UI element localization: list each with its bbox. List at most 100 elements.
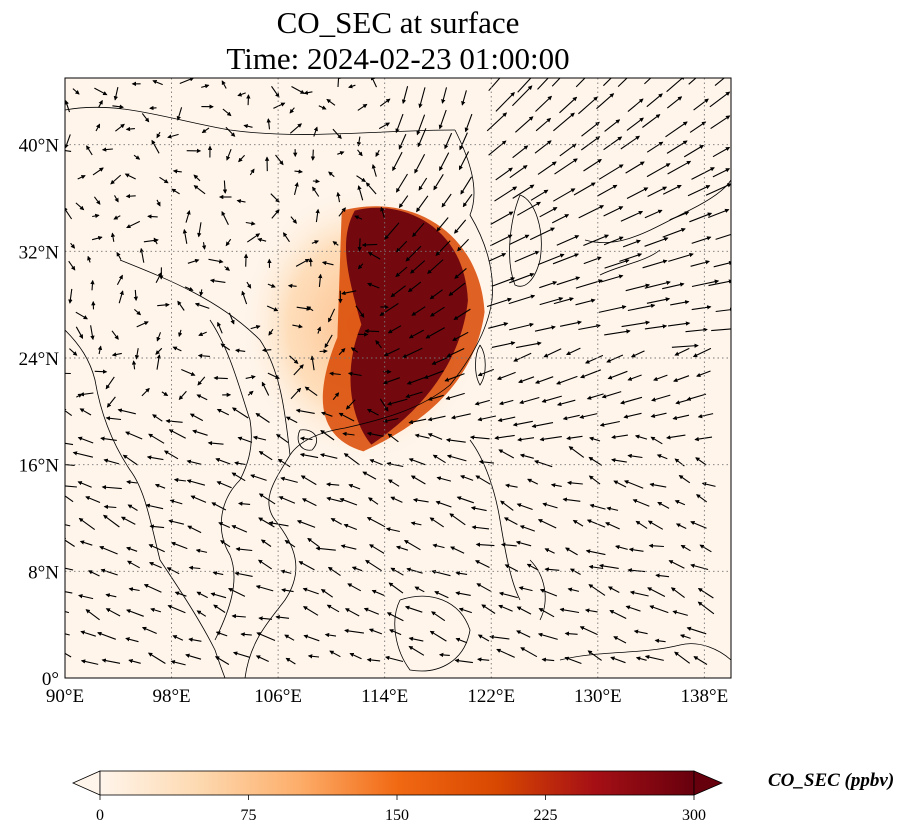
wind-arrow <box>456 238 469 252</box>
wind-arrow <box>625 161 645 174</box>
wind-arrow <box>625 605 641 612</box>
wind-arrow <box>390 496 403 503</box>
wind-arrow <box>357 238 362 252</box>
wind-arrow <box>669 211 690 221</box>
wind-arrow <box>338 348 346 356</box>
wind-arrow <box>542 502 558 509</box>
wind-arrow <box>503 517 518 525</box>
wind-arrow <box>405 245 422 262</box>
wind-arrow <box>122 454 138 466</box>
wind-arrow <box>625 283 651 292</box>
wind-arrow <box>141 387 150 397</box>
wind-arrow <box>77 175 86 180</box>
wind-arrow <box>172 635 184 641</box>
wind-arrow <box>535 117 552 132</box>
wind-arrow <box>85 609 100 621</box>
wind-arrow <box>622 239 641 248</box>
wind-arrow <box>438 652 450 658</box>
wind-arrow <box>78 517 96 531</box>
wind-arrow <box>398 133 407 150</box>
wind-arrow <box>647 587 666 597</box>
wind-arrow <box>412 497 429 503</box>
wind-arrow <box>387 398 408 406</box>
wind-arrow <box>705 183 731 196</box>
wind-arrow <box>328 308 336 323</box>
wind-arrow <box>340 544 357 550</box>
wind-arrow <box>693 656 708 665</box>
wind-arrow <box>402 347 423 358</box>
wind-arrow <box>620 396 643 405</box>
wind-arrow <box>578 323 601 331</box>
wind-arrow <box>646 297 671 304</box>
wind-arrow <box>228 312 235 325</box>
wind-arrow <box>562 414 580 421</box>
wind-arrow <box>541 657 555 662</box>
wind-arrow <box>278 496 296 504</box>
wind-arrow <box>710 115 731 130</box>
wind-arrow <box>683 144 705 158</box>
wind-arrow <box>573 182 596 196</box>
wind-arrow <box>588 456 603 466</box>
wind-arrow <box>514 250 540 263</box>
wind-arrow <box>477 415 497 422</box>
wind-arrow <box>127 560 140 569</box>
wind-arrow <box>69 348 78 356</box>
colorbar: 0 75 150 225 300 <box>72 770 724 824</box>
wind-arrow <box>498 591 518 599</box>
wind-arrow <box>539 588 558 597</box>
wind-arrow <box>186 479 206 486</box>
wind-arrow <box>156 131 161 139</box>
wind-arrow <box>383 348 400 357</box>
wind-arrow <box>498 399 514 406</box>
wind-arrow <box>267 283 276 288</box>
wind-arrow <box>285 416 298 424</box>
wind-arrow <box>633 629 648 635</box>
wind-arrow <box>583 159 602 172</box>
wind-arrow <box>500 542 517 548</box>
wind-arrow <box>127 504 138 511</box>
wind-arrow <box>607 586 620 593</box>
wind-arrow <box>136 321 149 328</box>
wind-arrow <box>65 591 73 594</box>
wind-arrow <box>350 347 359 353</box>
wind-arrow <box>445 392 465 400</box>
wind-arrow <box>607 370 628 380</box>
wind-arrow <box>369 459 383 466</box>
wind-arrow <box>553 188 576 202</box>
wind-arrow <box>534 140 552 154</box>
wind-arrow <box>367 282 380 289</box>
wind-arrow <box>386 461 404 468</box>
wind-arrow <box>412 222 425 238</box>
wind-arrow <box>539 296 564 306</box>
wind-arrow <box>170 541 188 550</box>
wind-arrow <box>94 87 108 96</box>
wind-arrow <box>418 87 426 109</box>
wind-arrow <box>277 458 291 468</box>
wind-arrow <box>238 154 246 163</box>
wind-arrow <box>101 147 113 152</box>
wind-arrow <box>357 185 364 201</box>
wind-arrow <box>65 99 71 113</box>
wind-arrow <box>395 266 408 278</box>
wind-arrow <box>515 116 534 133</box>
wind-arrow <box>126 220 141 229</box>
wind-arrow <box>174 591 187 597</box>
wind-arrow <box>283 232 290 243</box>
wind-arrow <box>492 277 516 287</box>
wind-arrow <box>366 657 381 663</box>
map-frame <box>64 77 732 679</box>
wind-arrow <box>152 414 163 422</box>
wind-arrow <box>491 341 516 348</box>
wind-arrow <box>562 497 581 502</box>
wind-arrow <box>245 221 256 226</box>
wind-arrow <box>568 446 585 458</box>
wind-arrow <box>110 174 122 185</box>
wind-arrow <box>280 569 292 574</box>
wind-arrow <box>275 615 290 620</box>
wind-arrow <box>579 413 598 419</box>
wind-arrow <box>341 290 357 296</box>
wind-arrow <box>662 282 685 290</box>
wind-arrow <box>615 544 628 550</box>
wind-arrow <box>458 607 472 614</box>
wind-arrow <box>266 305 279 312</box>
